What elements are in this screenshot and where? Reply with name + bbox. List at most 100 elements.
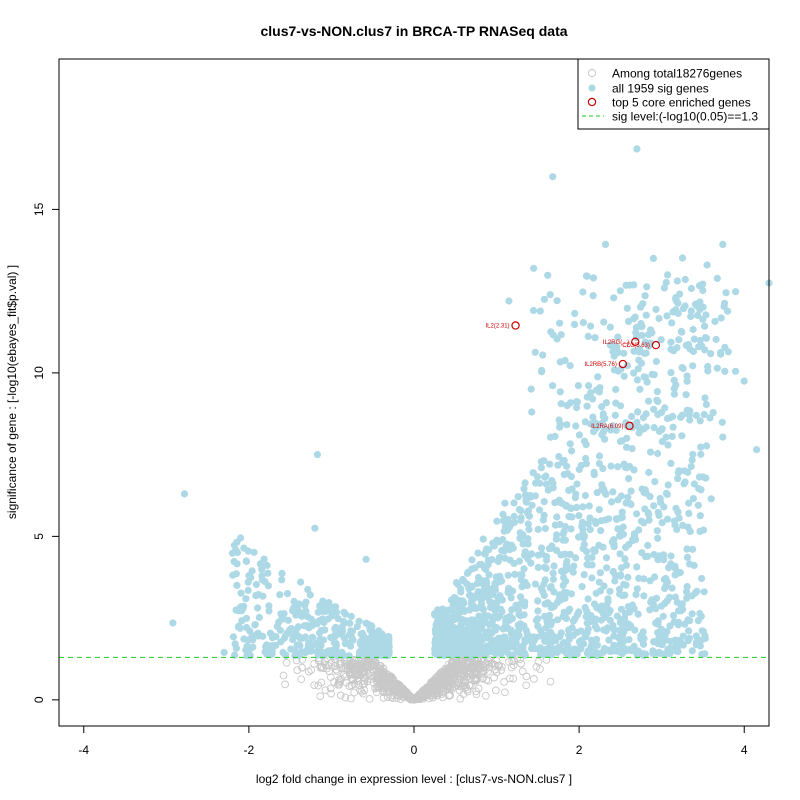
sig-gene-point [633, 418, 641, 426]
sig-gene-point [549, 173, 557, 181]
sig-gene-point [608, 498, 616, 506]
sig-gene-point [640, 575, 648, 583]
sig-gene-point [587, 322, 595, 330]
background-gene-point [349, 676, 358, 684]
legend-label-core: top 5 core enriched genes [612, 96, 751, 110]
background-gene-point [350, 680, 359, 688]
sig-gene-point [653, 396, 661, 404]
sig-gene-point [517, 516, 525, 524]
sig-gene-point [649, 254, 658, 262]
sig-gene-point [256, 560, 264, 568]
sig-gene-point [530, 264, 538, 272]
core-gene-label: IL2RA(6.09) [591, 424, 623, 430]
sig-gene-point [314, 608, 322, 616]
sig-gene-point [704, 363, 712, 371]
sig-gene-point [551, 432, 559, 440]
sig-gene-point [687, 284, 696, 293]
sig-gene-point [642, 410, 650, 418]
sig-gene-point [252, 580, 260, 589]
sig-gene-point [514, 493, 522, 501]
sig-gene-point [169, 619, 177, 627]
sig-gene-point [331, 603, 340, 611]
sig-gene-point [560, 528, 568, 536]
sig-gene-point [616, 514, 624, 522]
sig-gene-point [620, 628, 628, 636]
sig-gene-point [478, 619, 486, 627]
sig-gene-point [250, 548, 258, 556]
sig-gene-point [542, 552, 551, 561]
sig-gene-point [620, 580, 628, 588]
sig-gene-point [613, 612, 621, 620]
sig-gene-point [591, 641, 600, 649]
sig-gene-point [355, 617, 363, 625]
sig-gene-point [707, 350, 715, 358]
sig-gene-point [662, 278, 670, 287]
sig-gene-point [520, 565, 528, 573]
sig-gene-point [289, 635, 297, 644]
sig-gene-point [491, 581, 499, 590]
sig-gene-point [479, 535, 487, 543]
sig-gene-point [534, 597, 542, 605]
sig-gene-point [570, 562, 578, 570]
background-gene-point [490, 673, 498, 682]
sig-gene-point [482, 646, 490, 654]
sig-gene-point [651, 573, 659, 581]
sig-gene-point [654, 508, 662, 516]
sig-gene-point [614, 463, 622, 471]
sig-gene-point [525, 525, 533, 534]
sig-gene-point [637, 359, 646, 367]
sig-gene-point [702, 334, 711, 342]
sig-gene-point [494, 594, 502, 602]
sig-gene-point [616, 550, 624, 558]
sig-gene-point [606, 341, 615, 349]
sig-gene-point [584, 595, 592, 603]
sig-gene-point [508, 615, 516, 623]
background-gene-point [460, 673, 468, 682]
background-gene-point [317, 678, 326, 687]
background-gene-point [310, 681, 319, 690]
sig-gene-point [581, 491, 590, 500]
sig-gene-point [553, 297, 561, 305]
sig-gene-point [664, 271, 672, 279]
sig-gene-point [431, 636, 439, 644]
sig-gene-point [595, 541, 603, 550]
sig-gene-point [579, 529, 587, 538]
sig-gene-point [504, 571, 512, 579]
sig-gene-point [471, 594, 479, 602]
core-gene-point [511, 321, 520, 330]
sig-gene-point [627, 487, 635, 495]
sig-gene-point [662, 489, 671, 497]
sig-gene-point [679, 632, 687, 640]
sig-gene-point [220, 648, 228, 657]
sig-gene-point [683, 583, 691, 591]
sig-gene-point [601, 414, 609, 422]
sig-gene-point [540, 591, 548, 600]
sig-gene-point [722, 289, 730, 297]
sig-gene-point [519, 540, 527, 548]
sig-gene-point [581, 418, 589, 426]
sig-gene-point [701, 322, 709, 330]
sig-gene-point [452, 579, 460, 587]
sig-gene-point [701, 346, 709, 354]
sig-gene-point [296, 634, 304, 643]
sig-gene-point [246, 627, 254, 635]
sig-gene-point [603, 564, 611, 572]
sig-gene-point [645, 331, 653, 339]
sig-gene-point [255, 613, 263, 622]
y-tick-label: 5 [32, 533, 46, 540]
sig-gene-point [520, 611, 528, 619]
sig-gene-point [637, 632, 645, 640]
sig-gene-point [541, 646, 549, 654]
background-gene-point [398, 685, 406, 694]
sig-gene-point [659, 612, 667, 620]
sig-gene-point [586, 514, 594, 522]
sig-gene-point [589, 413, 597, 421]
background-gene-point [323, 664, 331, 673]
sig-gene-point [433, 611, 441, 619]
sig-gene-point [650, 405, 658, 413]
sig-gene-point [699, 280, 707, 288]
x-tick-label: -2 [244, 743, 255, 757]
sig-gene-point [578, 518, 587, 526]
sig-gene-point [684, 616, 692, 624]
background-gene-point [327, 689, 335, 698]
